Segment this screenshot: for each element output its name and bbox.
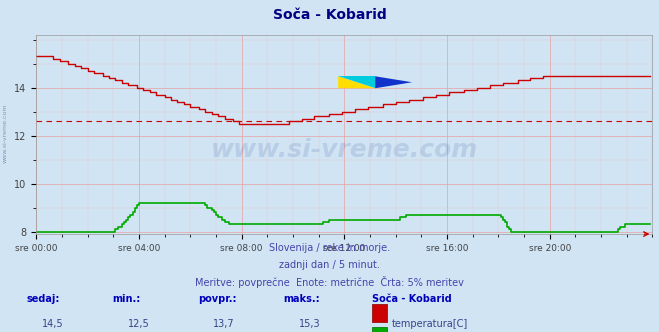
Text: povpr.:: povpr.: <box>198 294 236 304</box>
Text: Meritve: povprečne  Enote: metrične  Črta: 5% meritev: Meritve: povprečne Enote: metrične Črta:… <box>195 276 464 288</box>
Text: 15,3: 15,3 <box>299 319 320 329</box>
Text: www.si-vreme.com: www.si-vreme.com <box>3 103 8 163</box>
Text: Soča - Kobarid: Soča - Kobarid <box>372 294 452 304</box>
Text: www.si-vreme.com: www.si-vreme.com <box>211 138 478 162</box>
Polygon shape <box>338 76 375 88</box>
Text: Slovenija / reke in morje.: Slovenija / reke in morje. <box>269 243 390 253</box>
Text: sedaj:: sedaj: <box>26 294 60 304</box>
Text: Soča - Kobarid: Soča - Kobarid <box>273 8 386 22</box>
Text: 12,5: 12,5 <box>127 319 150 329</box>
Text: 13,7: 13,7 <box>214 319 235 329</box>
Text: zadnji dan / 5 minut.: zadnji dan / 5 minut. <box>279 260 380 270</box>
Text: maks.:: maks.: <box>283 294 320 304</box>
Text: 14,5: 14,5 <box>42 319 63 329</box>
Polygon shape <box>375 76 412 88</box>
Polygon shape <box>338 76 375 88</box>
Text: min.:: min.: <box>112 294 140 304</box>
Text: temperatura[C]: temperatura[C] <box>392 319 469 329</box>
